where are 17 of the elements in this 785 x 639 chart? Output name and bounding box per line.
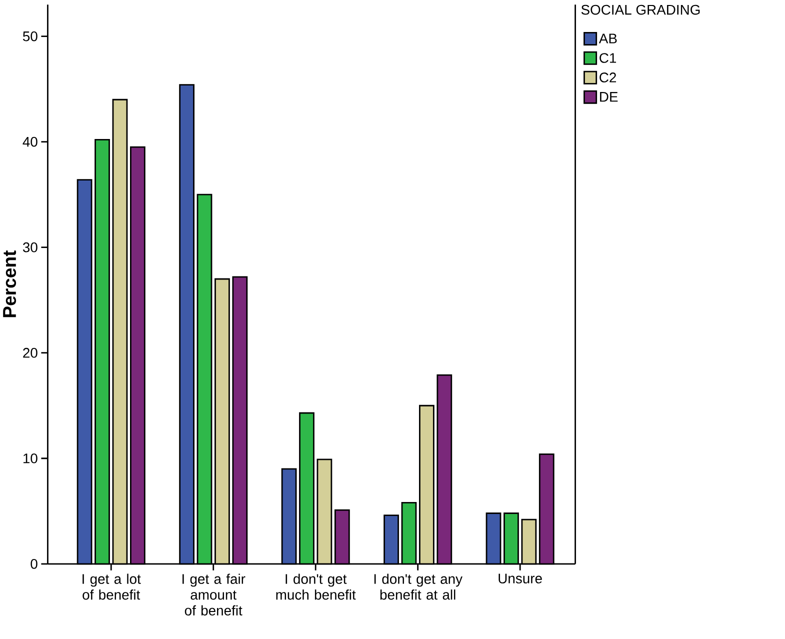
y-tick-label: 50 [22,31,38,42]
y-tick-label: 30 [22,242,38,252]
x-tick-label: I don't get any benefit at all [374,574,462,600]
x-tick-label: I get a fair amount of benefit [182,574,246,616]
y-axis-title: Percent [3,250,16,317]
x-tick-label: Unsure [498,574,542,584]
legend-title: SOCIAL GRADING [581,4,700,15]
y-tick-label: 0 [30,558,38,569]
y-tick-label: 20 [23,348,38,358]
x-tick-label: I get a lot of benefit [82,574,141,600]
legend-label: DE [600,92,618,102]
y-tick-label: 10 [23,453,38,464]
x-tick-label: I don't get much benefit [276,574,356,600]
legend-label: C1 [600,52,616,63]
legend-label: AB [598,34,617,44]
y-tick-label: 40 [22,136,38,147]
legend-label: C2 [600,72,616,82]
